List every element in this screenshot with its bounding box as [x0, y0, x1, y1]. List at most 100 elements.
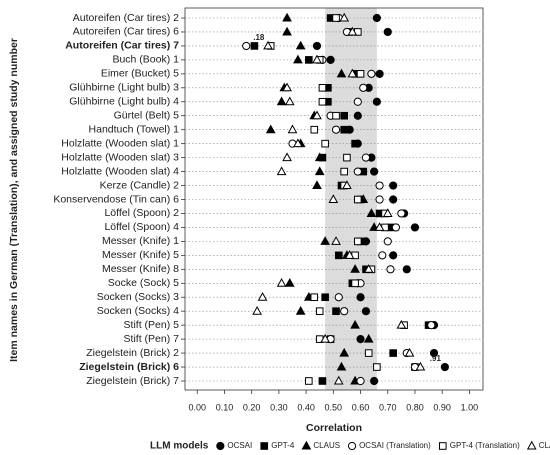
triangle: [276, 278, 287, 287]
plot-frame: [184, 7, 484, 391]
dot: [353, 167, 362, 176]
square: [343, 153, 351, 162]
x-axis-title: Correlation: [306, 422, 362, 434]
y-tick-label: Buch (Book) 1: [112, 54, 179, 66]
triangle: [526, 440, 537, 450]
y-tick-label: Ziegelstein (Brick) 2: [86, 347, 179, 359]
square: [318, 84, 327, 92]
triangle: [342, 180, 352, 190]
y-tick-label: Eimer (Bucket) 5: [101, 68, 179, 80]
y-tick-label: Stift (Pen) 7: [124, 333, 180, 345]
dot: [326, 55, 335, 64]
triangle: [282, 82, 292, 92]
dot: [402, 265, 411, 274]
dot: [389, 181, 398, 190]
y-tick-label: Handtuch (Towel) 1: [89, 123, 180, 135]
x-tick-label: 0.00: [188, 402, 206, 412]
dot: [356, 293, 365, 302]
dot: [353, 111, 362, 120]
dot: [389, 251, 398, 260]
triangle: [320, 236, 331, 245]
y-tick-label: Stift (Pen) 5: [124, 319, 180, 331]
y-tick-label: Messer (Knife) 1: [102, 235, 179, 247]
triangle: [363, 333, 374, 343]
square: [389, 349, 397, 357]
dot: [334, 293, 343, 302]
y-tick-label: Socken (Socks) 4: [97, 305, 179, 317]
dot: [372, 13, 381, 23]
dot: [375, 195, 384, 204]
y-tick-label: Kerze (Candle) 2: [100, 179, 180, 191]
x-tick-label: 0.70: [379, 402, 397, 412]
triangle: [336, 361, 347, 371]
square: [373, 363, 381, 371]
dot: [367, 69, 376, 78]
legend-label: OCSAI (Translation): [359, 441, 431, 450]
y-tick-label: Autoreifen (Car tires) 6: [73, 26, 179, 38]
square: [318, 377, 327, 385]
y-tick-label: Holzlatte (Wooden slat) 3: [61, 151, 179, 163]
triangle: [265, 124, 276, 134]
triangle: [350, 264, 360, 273]
y-tick-label: Autoreifen (Car tires) 7: [65, 40, 179, 52]
legend-label: CLAUS (Translation): [539, 441, 550, 450]
square: [305, 377, 313, 385]
triangle: [312, 54, 322, 64]
triangle: [331, 236, 341, 245]
legend-label: GPT-4: [271, 441, 295, 450]
square: [315, 307, 324, 315]
legend-item: OCSAI: [216, 441, 252, 450]
legend-item: GPT-4 (Translation): [438, 441, 520, 450]
y-tick-label: Gürtel (Belt) 5: [114, 110, 180, 122]
square: [356, 70, 365, 78]
triangle: [336, 68, 347, 78]
square: [354, 237, 362, 246]
triangle: [293, 54, 303, 64]
triangle: [374, 222, 385, 231]
square: [305, 56, 313, 64]
x-tick-label: 0.90: [433, 402, 451, 412]
square: [351, 279, 359, 288]
triangle: [366, 208, 377, 217]
dot: [410, 223, 420, 232]
x-tick-label: 0.50: [325, 402, 343, 412]
square: [250, 42, 259, 50]
triangle: [312, 180, 322, 190]
square: [332, 14, 340, 22]
value-label: .18: [253, 33, 265, 42]
triangle: [295, 40, 306, 50]
triangle: [282, 152, 292, 162]
dot: [356, 335, 365, 344]
triangle: [333, 375, 344, 385]
triangle: [328, 194, 339, 203]
triangle: [257, 292, 268, 301]
triangle: [263, 40, 273, 50]
square: [332, 111, 340, 120]
square: [321, 139, 329, 148]
square: [340, 167, 349, 176]
x-tick-label: 0.60: [352, 402, 370, 412]
triangle: [287, 124, 298, 134]
dot: [375, 181, 384, 190]
x-tick-label: 0.80: [406, 402, 424, 412]
y-tick-label: Löffel (Spoon) 4: [104, 221, 179, 233]
dot: [359, 83, 368, 92]
dot: [372, 97, 381, 106]
dot: [383, 27, 392, 37]
triangle: [314, 152, 325, 162]
square: [318, 97, 327, 106]
dot: [242, 41, 251, 51]
triangle: [415, 361, 426, 371]
triangle: [396, 319, 407, 329]
dot: [361, 307, 371, 316]
dot: [331, 125, 341, 134]
square: [351, 139, 359, 148]
square: [438, 442, 447, 450]
y-tick-label: Holzlatte (Wooden slat) 4: [61, 165, 179, 177]
y-tick-label: Holzlatte (Wooden slat) 1: [61, 137, 179, 149]
dot: [356, 376, 365, 386]
triangle: [382, 208, 393, 217]
legend-label: GPT-4 (Translation): [450, 441, 520, 450]
